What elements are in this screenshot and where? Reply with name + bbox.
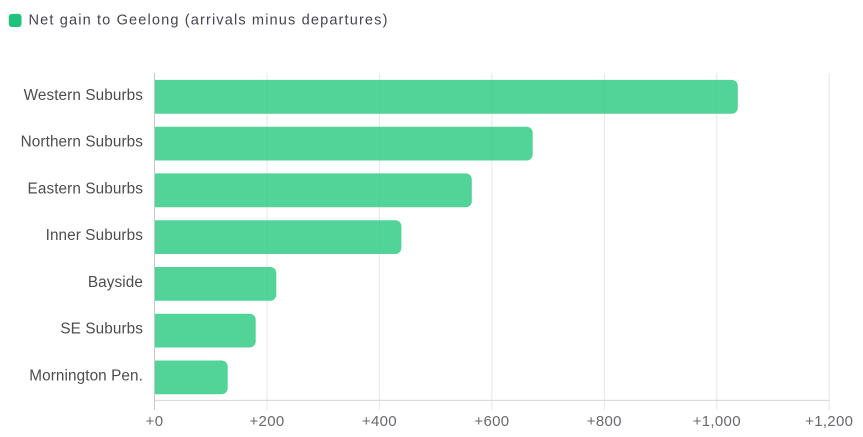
svg-text:+800: +800 [587,413,622,430]
svg-text:+400: +400 [362,413,397,430]
svg-text:+200: +200 [250,413,285,430]
svg-text:Eastern Suburbs: Eastern Suburbs [28,180,144,197]
svg-text:Mornington Pen.: Mornington Pen. [29,368,143,385]
svg-text:Bayside: Bayside [88,274,143,291]
svg-text:+1,200: +1,200 [805,413,853,430]
svg-text:SE Suburbs: SE Suburbs [60,321,143,338]
svg-text:Inner Suburbs: Inner Suburbs [46,227,144,244]
svg-text:Northern Suburbs: Northern Suburbs [21,134,144,151]
svg-text:+0: +0 [146,413,164,430]
svg-text:Net gain to Geelong (arrivals: Net gain to Geelong (arrivals minus depa… [29,12,389,28]
svg-text:+600: +600 [474,413,509,430]
svg-text:+1,000: +1,000 [693,413,741,430]
svg-text:Western Suburbs: Western Suburbs [24,87,144,104]
